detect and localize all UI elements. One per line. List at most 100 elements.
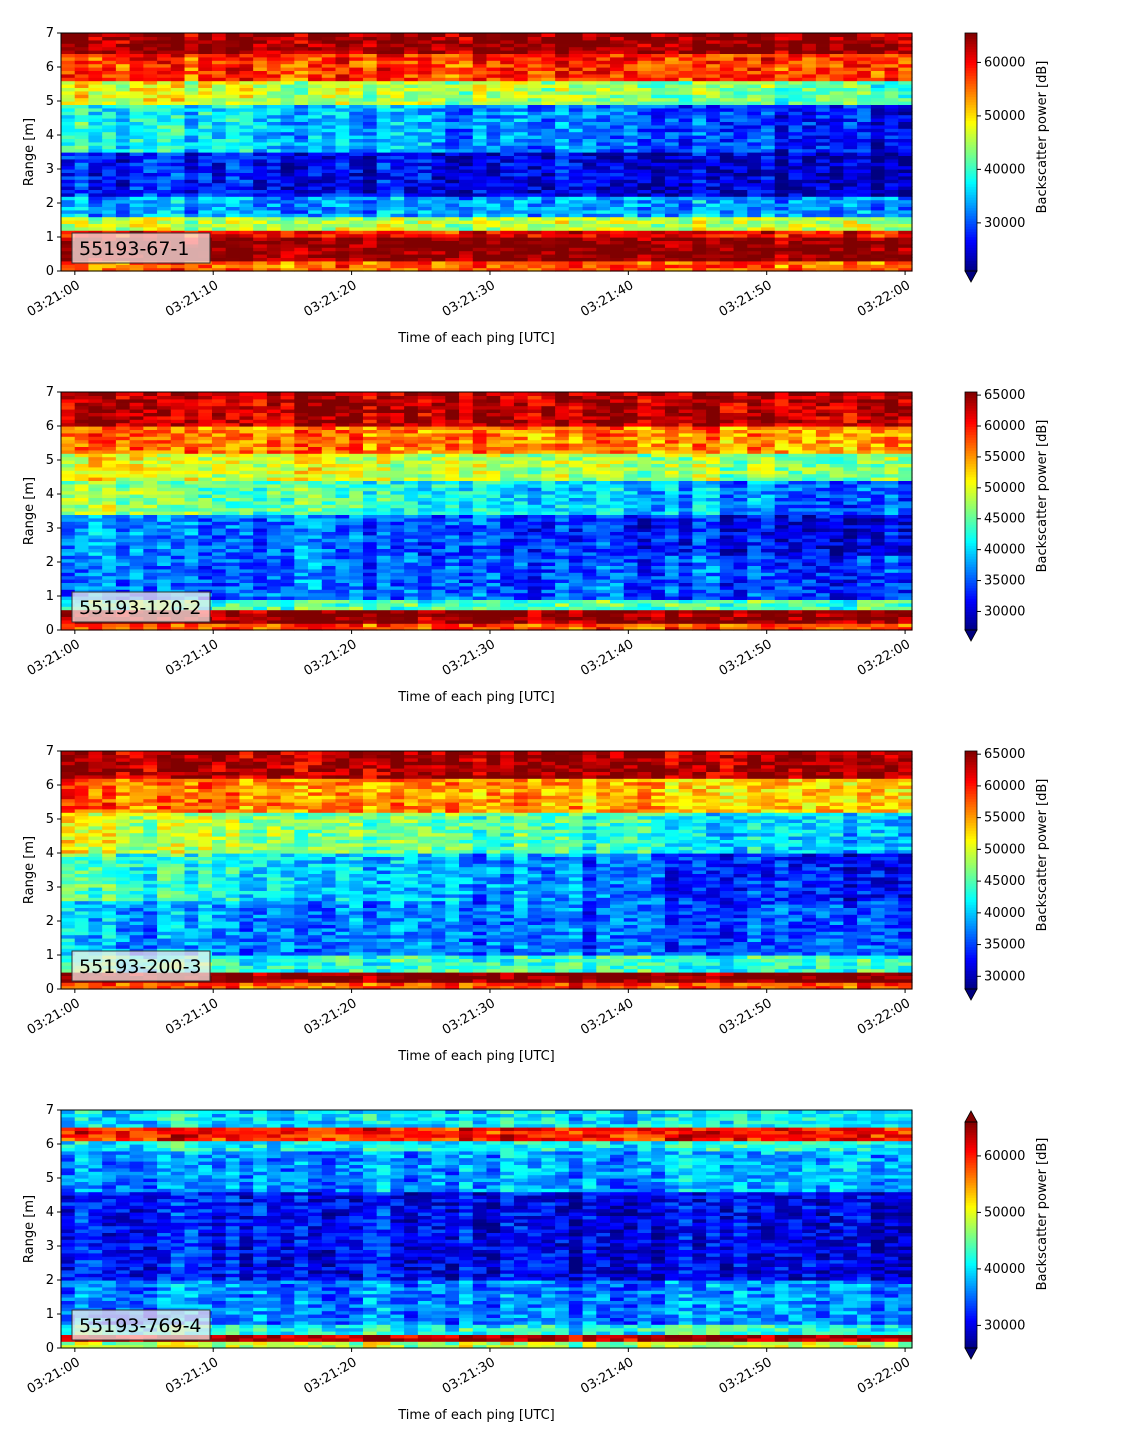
heatmap-cell	[445, 36, 460, 41]
heatmap-cell	[88, 165, 103, 170]
heatmap-cell	[308, 223, 323, 228]
heatmap-cell	[390, 175, 405, 180]
heatmap-cell	[843, 233, 858, 238]
heatmap-cell	[664, 158, 680, 163]
heatmap-cell	[541, 223, 556, 228]
heatmap-cell	[335, 138, 350, 143]
heatmap-cell	[390, 121, 405, 126]
heatmap-cell	[843, 33, 858, 37]
heatmap-cell	[61, 487, 76, 492]
heatmap-cell	[568, 141, 584, 146]
heatmap-cell	[431, 254, 446, 258]
heatmap-cell	[321, 260, 337, 265]
heatmap-cell	[335, 175, 350, 180]
heatmap-cell	[445, 257, 460, 262]
heatmap-cell	[308, 247, 323, 252]
heatmap-cell	[170, 135, 186, 139]
heatmap-cell	[349, 209, 364, 214]
heatmap-cell	[61, 121, 76, 126]
heatmap-cell	[747, 209, 762, 214]
heatmap-cell	[486, 77, 501, 82]
heatmap-cell	[472, 135, 488, 139]
heatmap-cell	[102, 487, 117, 492]
heatmap-cell	[349, 67, 364, 71]
heatmap-cell	[404, 141, 419, 146]
heatmap-cell	[184, 189, 199, 194]
heatmap-cell	[321, 209, 337, 214]
heatmap-cell	[362, 172, 378, 177]
heatmap-cell	[376, 104, 392, 109]
heatmap-cell	[198, 226, 213, 231]
heatmap-cell	[280, 203, 295, 207]
heatmap-cell	[582, 226, 597, 231]
heatmap-cell	[390, 247, 405, 252]
heatmap-cell	[102, 419, 117, 424]
heatmap-cell	[445, 118, 460, 122]
heatmap-cell	[349, 33, 364, 37]
heatmap-cell	[129, 128, 144, 133]
heatmap-cell	[184, 63, 199, 68]
heatmap-cell	[459, 33, 474, 37]
heatmap-cell	[225, 260, 241, 265]
heatmap-cell	[88, 162, 103, 167]
heatmap-cell	[857, 192, 872, 197]
heatmap-cell	[143, 128, 158, 133]
heatmap-cell	[445, 226, 460, 231]
heatmap-cell	[88, 39, 103, 44]
heatmap-cell	[308, 111, 323, 116]
heatmap-cell	[404, 192, 419, 197]
heatmap-cell	[225, 158, 241, 163]
heatmap-cell	[610, 192, 625, 197]
heatmap-cell	[568, 243, 584, 248]
heatmap-cell	[390, 46, 405, 51]
heatmap-cell	[61, 240, 76, 245]
heatmap-cell	[486, 43, 501, 48]
heatmap-cell	[253, 148, 268, 153]
heatmap-cell	[321, 267, 337, 272]
heatmap-cell	[184, 70, 199, 75]
heatmap-cell	[664, 264, 680, 269]
heatmap-cell	[431, 73, 446, 78]
heatmap-cell	[706, 182, 721, 187]
heatmap-cell	[115, 53, 131, 58]
heatmap-cell	[459, 213, 474, 218]
heatmap-cell	[266, 237, 282, 241]
heatmap-cell	[115, 104, 131, 109]
heatmap-cell	[266, 73, 282, 78]
heatmap-cell	[376, 155, 392, 160]
heatmap-cell	[527, 226, 543, 231]
heatmap-cell	[376, 46, 392, 51]
heatmap-cell	[651, 33, 666, 37]
heatmap-cell	[431, 209, 446, 214]
heatmap-cell	[678, 175, 693, 180]
heatmap-cell	[376, 53, 392, 58]
heatmap-cell	[719, 199, 735, 204]
heatmap-cell	[335, 131, 350, 136]
heatmap-cell	[568, 182, 584, 187]
heatmap-cell	[253, 203, 268, 207]
heatmap-cell	[459, 141, 474, 146]
heatmap-cell	[88, 90, 103, 95]
heatmap-cell	[211, 172, 227, 177]
heatmap-cell	[253, 135, 268, 139]
heatmap-cell	[308, 94, 323, 99]
heatmap-cell	[61, 223, 76, 228]
heatmap-cell	[129, 104, 144, 109]
heatmap-cell	[143, 148, 158, 153]
heatmap-cell	[239, 196, 254, 201]
heatmap-cell	[815, 209, 831, 214]
heatmap-cell	[170, 77, 186, 82]
heatmap-cell	[225, 186, 241, 190]
heatmap-cell	[445, 179, 460, 184]
heatmap-cell	[308, 121, 323, 126]
heatmap-cell	[239, 104, 254, 109]
heatmap-cell	[417, 87, 433, 92]
heatmap-cell	[184, 56, 199, 61]
heatmap-cell	[198, 158, 213, 163]
heatmap-cell	[459, 39, 474, 44]
heatmap-cell	[253, 80, 268, 85]
heatmap-cell	[472, 237, 488, 241]
heatmap-cell	[637, 175, 652, 180]
heatmap-cell	[294, 145, 309, 150]
heatmap-cell	[349, 192, 364, 197]
